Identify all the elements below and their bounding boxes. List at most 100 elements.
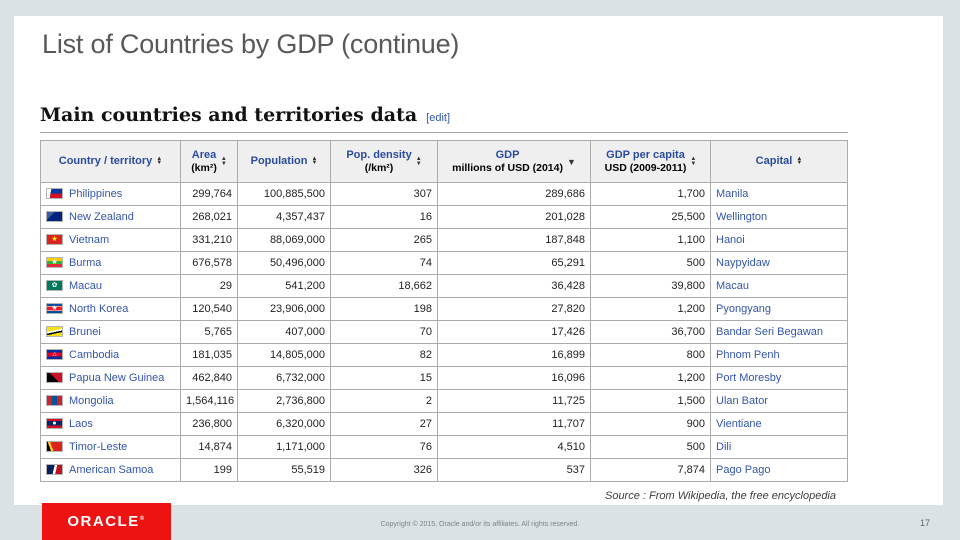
- column-label: GDP: [495, 148, 520, 161]
- source-note: Source : From Wikipedia, the free encycl…: [604, 490, 836, 502]
- gdp-per-capita-cell: 1,700: [590, 182, 711, 206]
- country-cell: ★ North Korea: [40, 297, 181, 321]
- country-link[interactable]: Brunei: [69, 326, 101, 338]
- population-cell: 14,805,000: [237, 343, 331, 367]
- area-cell: 462,840: [180, 366, 238, 390]
- column-label: Country / territory: [58, 155, 153, 168]
- country-link[interactable]: Papua New Guinea: [69, 372, 165, 384]
- country-link[interactable]: Vietnam: [69, 234, 110, 246]
- capital-link[interactable]: Naypyidaw: [716, 257, 770, 269]
- table-header-row: Country / territory ▲ ▼ Area (km²) ▲ ▼ Populati…: [40, 140, 848, 183]
- sort-icon[interactable]: ▲ ▼: [311, 155, 318, 167]
- country-cell: Timor-Leste: [40, 435, 181, 459]
- gdp-per-capita-cell: 800: [590, 343, 711, 367]
- density-cell: 74: [330, 251, 438, 275]
- capital-cell: Dili: [710, 435, 848, 459]
- flag-icon: [46, 395, 63, 406]
- density-cell: 307: [330, 182, 438, 206]
- capital-cell: Manila: [710, 182, 848, 206]
- country-link[interactable]: Cambodia: [69, 349, 120, 361]
- section-heading-row: Main countries and territories data [edi…: [40, 104, 848, 133]
- area-cell: 1,564,116: [180, 389, 238, 413]
- table-row: ● Laos 236,800 6,320,000 27 11,707 900 Vientian…: [40, 412, 848, 436]
- gdp-cell: 27,820: [437, 297, 591, 321]
- capital-cell: Port Moresby: [710, 366, 848, 390]
- area-cell: 199: [180, 458, 238, 482]
- capital-link[interactable]: Bandar Seri Begawan: [716, 326, 824, 338]
- country-link[interactable]: North Korea: [69, 303, 129, 315]
- gdp-cell: 201,028: [437, 205, 591, 229]
- capital-link[interactable]: Phnom Penh: [716, 349, 780, 361]
- flag-icon: [46, 464, 63, 475]
- flag-icon: ●: [46, 418, 63, 429]
- country-link[interactable]: Burma: [69, 257, 102, 269]
- capital-link[interactable]: Ulan Bator: [716, 395, 768, 407]
- table-row: ★ Burma 676,578 50,496,000 74 65,291 500 Naypyi…: [40, 251, 848, 275]
- table-row: Timor-Leste 14,874 1,171,000 76 4,510 500 Dili: [40, 435, 848, 459]
- col-header-area[interactable]: Area (km²) ▲ ▼: [180, 140, 238, 183]
- flag-icon: ⌂: [46, 349, 63, 360]
- capital-link[interactable]: Manila: [716, 188, 749, 200]
- table-row: New Zealand 268,021 4,357,437 16 201,028 25,5…: [40, 205, 848, 229]
- col-header-gdp[interactable]: GDP millions of USD (2014) ▼: [437, 140, 591, 183]
- gdp-per-capita-cell: 1,500: [590, 389, 711, 413]
- page-number: 17: [919, 518, 930, 528]
- density-cell: 2: [330, 389, 438, 413]
- gdp-cell: 16,096: [437, 366, 591, 390]
- capital-link[interactable]: Port Moresby: [716, 372, 782, 384]
- country-link[interactable]: Macau: [69, 280, 103, 292]
- sort-icon[interactable]: ▲ ▼: [796, 155, 803, 167]
- col-header-capital[interactable]: Capital ▲ ▼: [710, 140, 848, 183]
- table-row: Papua New Guinea 462,840 6,732,000 15 16,096…: [40, 366, 848, 390]
- gdp-per-capita-cell: 900: [590, 412, 711, 436]
- sort-icon[interactable]: ▲ ▼: [415, 156, 422, 167]
- edit-link[interactable]: [edit]: [426, 112, 451, 124]
- country-link[interactable]: Mongolia: [69, 395, 114, 407]
- country-link[interactable]: American Samoa: [69, 464, 154, 476]
- gdp-per-capita-cell: 7,874: [590, 458, 711, 482]
- density-cell: 15: [330, 366, 438, 390]
- sort-icon[interactable]: ▲ ▼: [156, 155, 163, 167]
- gdp-cell: 65,291: [437, 251, 591, 275]
- capital-link[interactable]: Macau: [716, 280, 750, 292]
- country-link[interactable]: New Zealand: [69, 211, 134, 223]
- capital-link[interactable]: Pago Pago: [716, 464, 771, 476]
- col-header-population[interactable]: Population ▲ ▼: [237, 140, 331, 183]
- table-row: Brunei 5,765 407,000 70 17,426 36,700 Bandar S…: [40, 320, 848, 344]
- flag-icon: ✿: [46, 280, 63, 291]
- capital-cell: Pyongyang: [710, 297, 848, 321]
- country-link[interactable]: Timor-Leste: [69, 441, 128, 453]
- flag-icon: ★: [46, 303, 63, 314]
- flag-icon: ★: [46, 234, 63, 245]
- country-link[interactable]: Philippines: [69, 188, 123, 200]
- capital-link[interactable]: Dili: [716, 441, 732, 453]
- sort-descending-icon[interactable]: ▼: [566, 156, 576, 167]
- population-cell: 407,000: [237, 320, 331, 344]
- gdp-per-capita-cell: 1,100: [590, 228, 711, 252]
- capital-cell: Hanoi: [710, 228, 848, 252]
- col-header-gdp_pc[interactable]: GDP per capita USD (2009-2011) ▲ ▼: [590, 140, 711, 183]
- gdp-cell: 4,510: [437, 435, 591, 459]
- capital-link[interactable]: Hanoi: [716, 234, 745, 246]
- capital-link[interactable]: Wellington: [716, 211, 768, 223]
- capital-link[interactable]: Vientiane: [716, 418, 762, 430]
- oracle-logo-text: ORACLE®: [67, 513, 146, 530]
- flag-icon: [46, 372, 63, 383]
- area-cell: 181,035: [180, 343, 238, 367]
- capital-cell: Wellington: [710, 205, 848, 229]
- flag-icon: [46, 441, 63, 452]
- countries-table: Country / territory ▲ ▼ Area (km²) ▲ ▼ Populati…: [40, 140, 848, 482]
- col-header-density[interactable]: Pop. density (/km²) ▲ ▼: [330, 140, 438, 183]
- country-link[interactable]: Laos: [69, 418, 93, 430]
- area-cell: 236,800: [180, 412, 238, 436]
- col-header-country[interactable]: Country / territory ▲ ▼: [40, 140, 181, 183]
- capital-cell: Ulan Bator: [710, 389, 848, 413]
- table-row: ★ Vietnam 331,210 88,069,000 265 187,848 1,100…: [40, 228, 848, 252]
- capital-link[interactable]: Pyongyang: [716, 303, 772, 315]
- sort-icon[interactable]: ▲ ▼: [690, 156, 697, 167]
- capital-cell: Pago Pago: [710, 458, 848, 482]
- population-cell: 100,885,500: [237, 182, 331, 206]
- population-cell: 55,519: [237, 458, 331, 482]
- flag-icon: ★: [46, 257, 63, 268]
- sort-icon[interactable]: ▲ ▼: [220, 156, 227, 167]
